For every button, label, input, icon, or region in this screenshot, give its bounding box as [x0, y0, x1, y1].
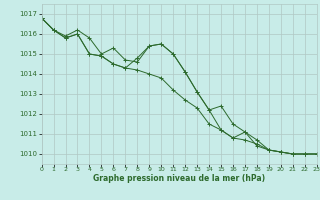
X-axis label: Graphe pression niveau de la mer (hPa): Graphe pression niveau de la mer (hPa)	[93, 174, 265, 183]
